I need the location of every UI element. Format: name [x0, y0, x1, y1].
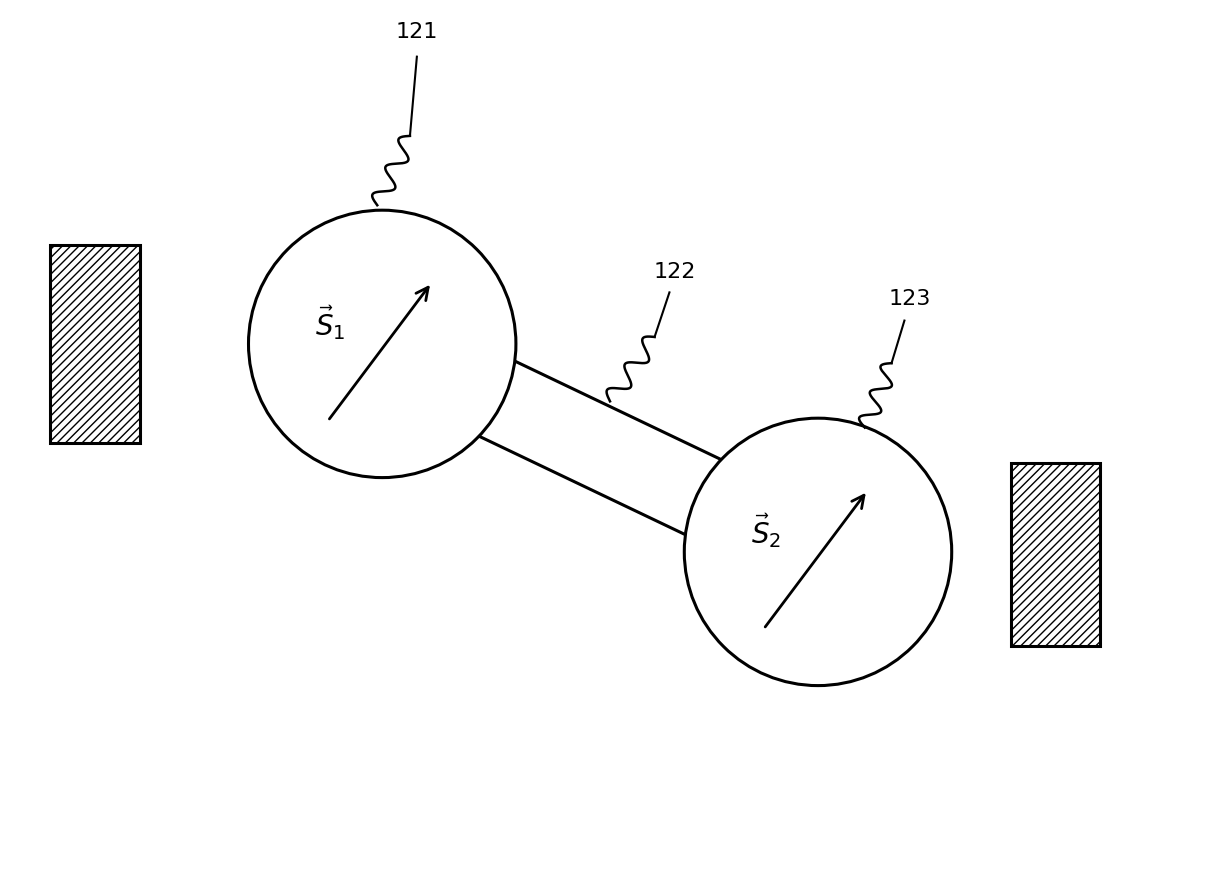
Bar: [50, 244, 139, 443]
Text: 121: 121: [396, 22, 437, 42]
Text: $\vec{S}_1$: $\vec{S}_1$: [315, 303, 346, 341]
Circle shape: [684, 418, 952, 685]
Circle shape: [248, 210, 516, 478]
Bar: [1011, 463, 1100, 646]
Polygon shape: [458, 351, 742, 545]
Text: $\vec{S}_2$: $\vec{S}_2$: [752, 511, 782, 549]
Text: 123: 123: [888, 289, 931, 309]
Text: 122: 122: [654, 263, 695, 283]
